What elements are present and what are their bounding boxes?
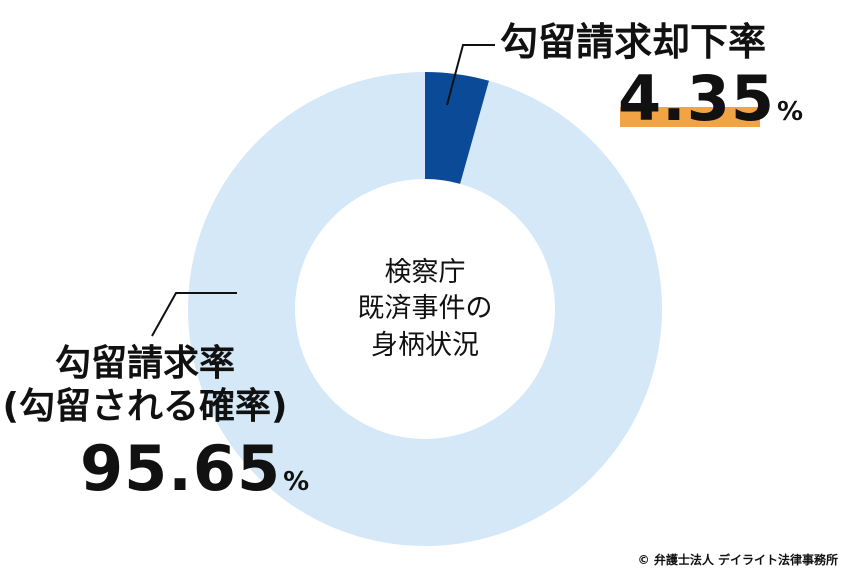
- value-label: 4.35%: [618, 62, 804, 135]
- donut-slice: [187, 72, 663, 546]
- value-unit: %: [776, 97, 805, 127]
- value-unit: %: [283, 467, 311, 497]
- leader-line: [151, 292, 237, 337]
- source: © 弁護士法人 デイライト法律事務所: [637, 553, 838, 567]
- value-number: 4.35: [618, 62, 775, 135]
- highlight: [620, 107, 760, 127]
- category-label: 勾留請求却下率: [500, 20, 767, 64]
- value-label: 95.65%: [80, 432, 310, 505]
- value-number: 95.65: [80, 432, 282, 505]
- donut-slice: [425, 72, 489, 184]
- leader-line: [446, 44, 495, 106]
- category-label: 勾留請求率 (勾留される確率): [2, 343, 288, 428]
- center-title: 検察庁 既済事件の 身柄状況: [357, 257, 493, 361]
